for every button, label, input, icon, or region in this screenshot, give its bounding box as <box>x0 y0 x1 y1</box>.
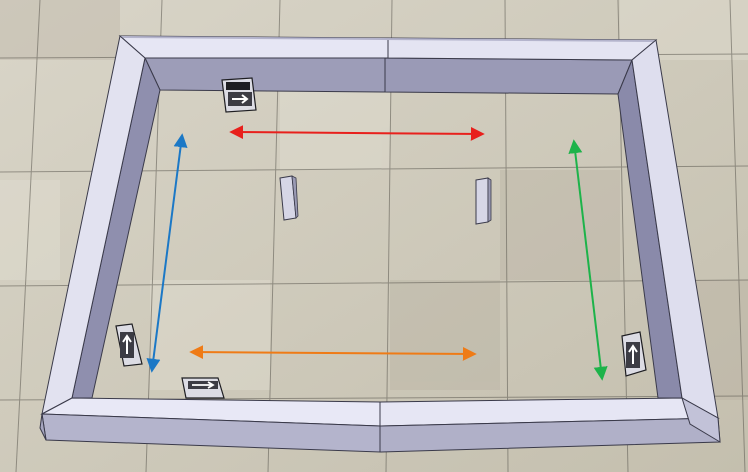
post-right <box>475 177 492 225</box>
robot-bottom-left <box>181 377 225 399</box>
robot-right <box>621 331 647 377</box>
left-wall-outer-face <box>39 413 47 441</box>
robot-top-left <box>221 77 257 113</box>
near-wall-right-end-cap <box>681 396 721 443</box>
robot-bottom-left-side <box>115 323 143 367</box>
green-arrow <box>568 139 608 381</box>
far-wall-inner-face-right <box>384 57 633 95</box>
blue-arrow <box>146 133 188 373</box>
far-wall-inner-face <box>144 57 386 93</box>
orange-arrow <box>189 345 477 361</box>
post-left <box>279 175 299 221</box>
red-arrow <box>229 125 485 141</box>
far-wall-outer-lip <box>120 36 656 42</box>
